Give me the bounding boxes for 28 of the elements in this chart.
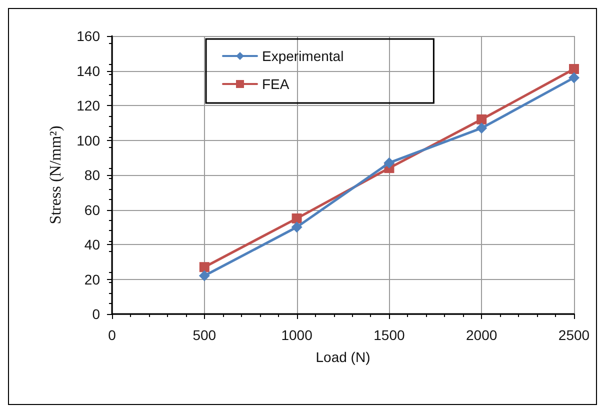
y-tick-label: 120 [76,98,100,114]
y-tick-label: 100 [76,132,100,148]
y-tick-label: 140 [76,62,100,79]
y-tick-label: 80 [84,167,100,183]
point [198,270,210,282]
point [292,213,302,224]
x-axis-title: Load (N) [316,349,370,365]
point [199,262,210,272]
legend-label: Experimental [262,48,344,64]
y-tick-label: 0 [92,306,100,322]
x-tick-label: 500 [192,327,216,343]
x-tick-label: 2000 [466,327,498,343]
y-tick-label: 40 [84,236,100,252]
x-tick-label: 0 [108,327,116,343]
point [476,114,487,124]
point [476,122,488,134]
x-tick-label: 1500 [374,327,405,343]
point [569,64,579,74]
x-tick-label: 2500 [558,327,590,343]
x-tick-label: 1000 [281,327,313,343]
point [384,157,395,168]
y-tick-label: 20 [84,271,100,288]
y-tick-label: 60 [84,202,100,218]
legend-label: FEA [262,76,290,92]
point [568,72,580,84]
point [291,222,302,233]
y-tick-label: 160 [76,28,100,44]
y-axis-title: Stress (N/mm²) [48,126,64,224]
